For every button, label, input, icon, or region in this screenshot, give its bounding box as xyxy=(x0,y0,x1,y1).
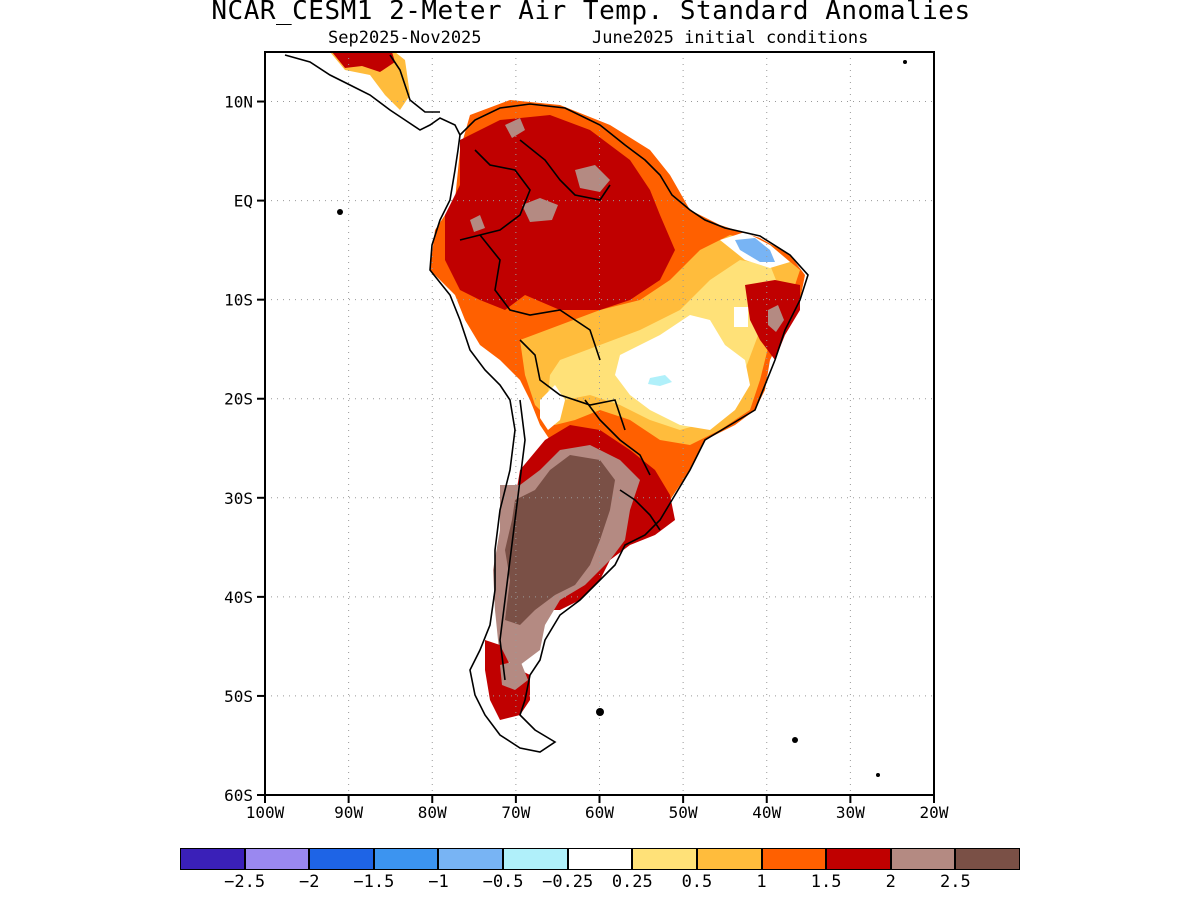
border-colombia xyxy=(459,149,531,241)
border-venezuela xyxy=(519,139,611,201)
lat-tick-label: 60S xyxy=(224,786,253,805)
coastline-central-america xyxy=(284,54,461,136)
anomaly-region-white-andes xyxy=(540,385,565,430)
lat-tick-label: 40S xyxy=(224,588,253,607)
colorbar-label: −0.25 xyxy=(542,872,594,892)
colorbar-label: 2 xyxy=(885,872,896,892)
lat-tick-label: 10N xyxy=(224,93,253,112)
lon-tick-label: 60W xyxy=(585,803,614,822)
border-uruguay xyxy=(619,489,661,531)
anomaly-region-northeast-grey xyxy=(768,305,784,332)
colorbar-swatch xyxy=(826,848,891,870)
anomaly-region-blue-northeast xyxy=(735,238,775,262)
colorbar-swatch xyxy=(244,848,310,870)
lon-tick-label: 50W xyxy=(669,803,698,822)
island-falklands xyxy=(596,708,604,716)
colorbar-label: 2.5 xyxy=(940,872,971,892)
chart-title: NCAR_CESM1 2-Meter Air Temp. Standard An… xyxy=(211,0,971,26)
lon-tick-label: 90W xyxy=(334,803,363,822)
initial-conditions: June2025 initial conditions xyxy=(592,28,869,48)
border-paraguay xyxy=(584,399,651,476)
island-galapagos xyxy=(337,209,343,215)
border-chile-argentina xyxy=(499,399,526,681)
colorbar-label: −2.5 xyxy=(224,872,266,892)
island-sandwich xyxy=(876,773,880,777)
anomaly-region-northeast-gap xyxy=(734,307,748,327)
colorbar-swatch xyxy=(373,848,439,870)
coastline-south-america xyxy=(429,103,809,753)
lon-tick-label: 40W xyxy=(752,803,781,822)
lat-tick-label: EQ xyxy=(234,192,253,211)
colorbar-swatch xyxy=(696,848,762,870)
anomaly-region-amazon-grey-2 xyxy=(575,165,610,192)
colorbar-label: 1.5 xyxy=(810,872,842,892)
lat-tick-label: 10S xyxy=(224,291,253,310)
colorbar-swatch xyxy=(438,848,504,870)
lon-tick-label: 20W xyxy=(920,803,949,822)
colorbar-label: −1.5 xyxy=(353,872,395,892)
anomaly-region-light-blue-interior xyxy=(648,375,672,386)
anomaly-region-amazon-grey-4 xyxy=(470,215,485,232)
colorbar-swatch xyxy=(761,848,827,870)
anomaly-region-amazon-hot xyxy=(445,115,675,310)
anomaly-region-amazon-grey-1 xyxy=(522,198,558,222)
forecast-period: Sep2025-Nov2025 xyxy=(328,28,482,48)
colorbar-swatch xyxy=(503,848,568,870)
colorbar-label: 0.25 xyxy=(611,872,653,892)
anomaly-region-neutral-brazil xyxy=(615,315,750,430)
island-caribbean xyxy=(903,60,907,64)
lat-tick-label: 20S xyxy=(224,390,253,409)
colorbar-label: −2 xyxy=(298,872,320,892)
colorbar-label: 1 xyxy=(756,872,767,892)
coastline-central-america-east xyxy=(389,54,440,113)
border-peru-brazil xyxy=(479,234,601,361)
border-bolivia xyxy=(519,339,626,431)
colorbar-label: −0.5 xyxy=(482,872,524,892)
lat-tick-label: 30S xyxy=(224,489,253,508)
colorbar-swatch xyxy=(632,848,697,870)
colorbar-swatch xyxy=(309,848,374,870)
lon-tick-label: 80W xyxy=(418,803,447,822)
lon-tick-label: 30W xyxy=(836,803,865,822)
colorbar-swatch xyxy=(180,848,245,870)
island-south-georgia xyxy=(792,737,798,743)
lon-tick-label: 100W xyxy=(246,803,285,822)
lat-tick-label: 50S xyxy=(224,687,253,706)
colorbar-swatch xyxy=(890,848,956,870)
anomaly-region-patagonia-grey xyxy=(500,660,528,690)
colorbar-label: 0.5 xyxy=(681,872,713,892)
anomaly-region-central-america-hot xyxy=(332,52,395,72)
lon-tick-label: 70W xyxy=(501,803,530,822)
anomaly-region-amazon-grey-3 xyxy=(505,118,525,138)
colorbar xyxy=(180,848,1020,870)
anomaly-region-argentina-brown xyxy=(505,455,615,625)
colorbar-swatch xyxy=(567,848,633,870)
colorbar-label: −1 xyxy=(428,872,449,892)
colorbar-swatch xyxy=(955,848,1020,870)
